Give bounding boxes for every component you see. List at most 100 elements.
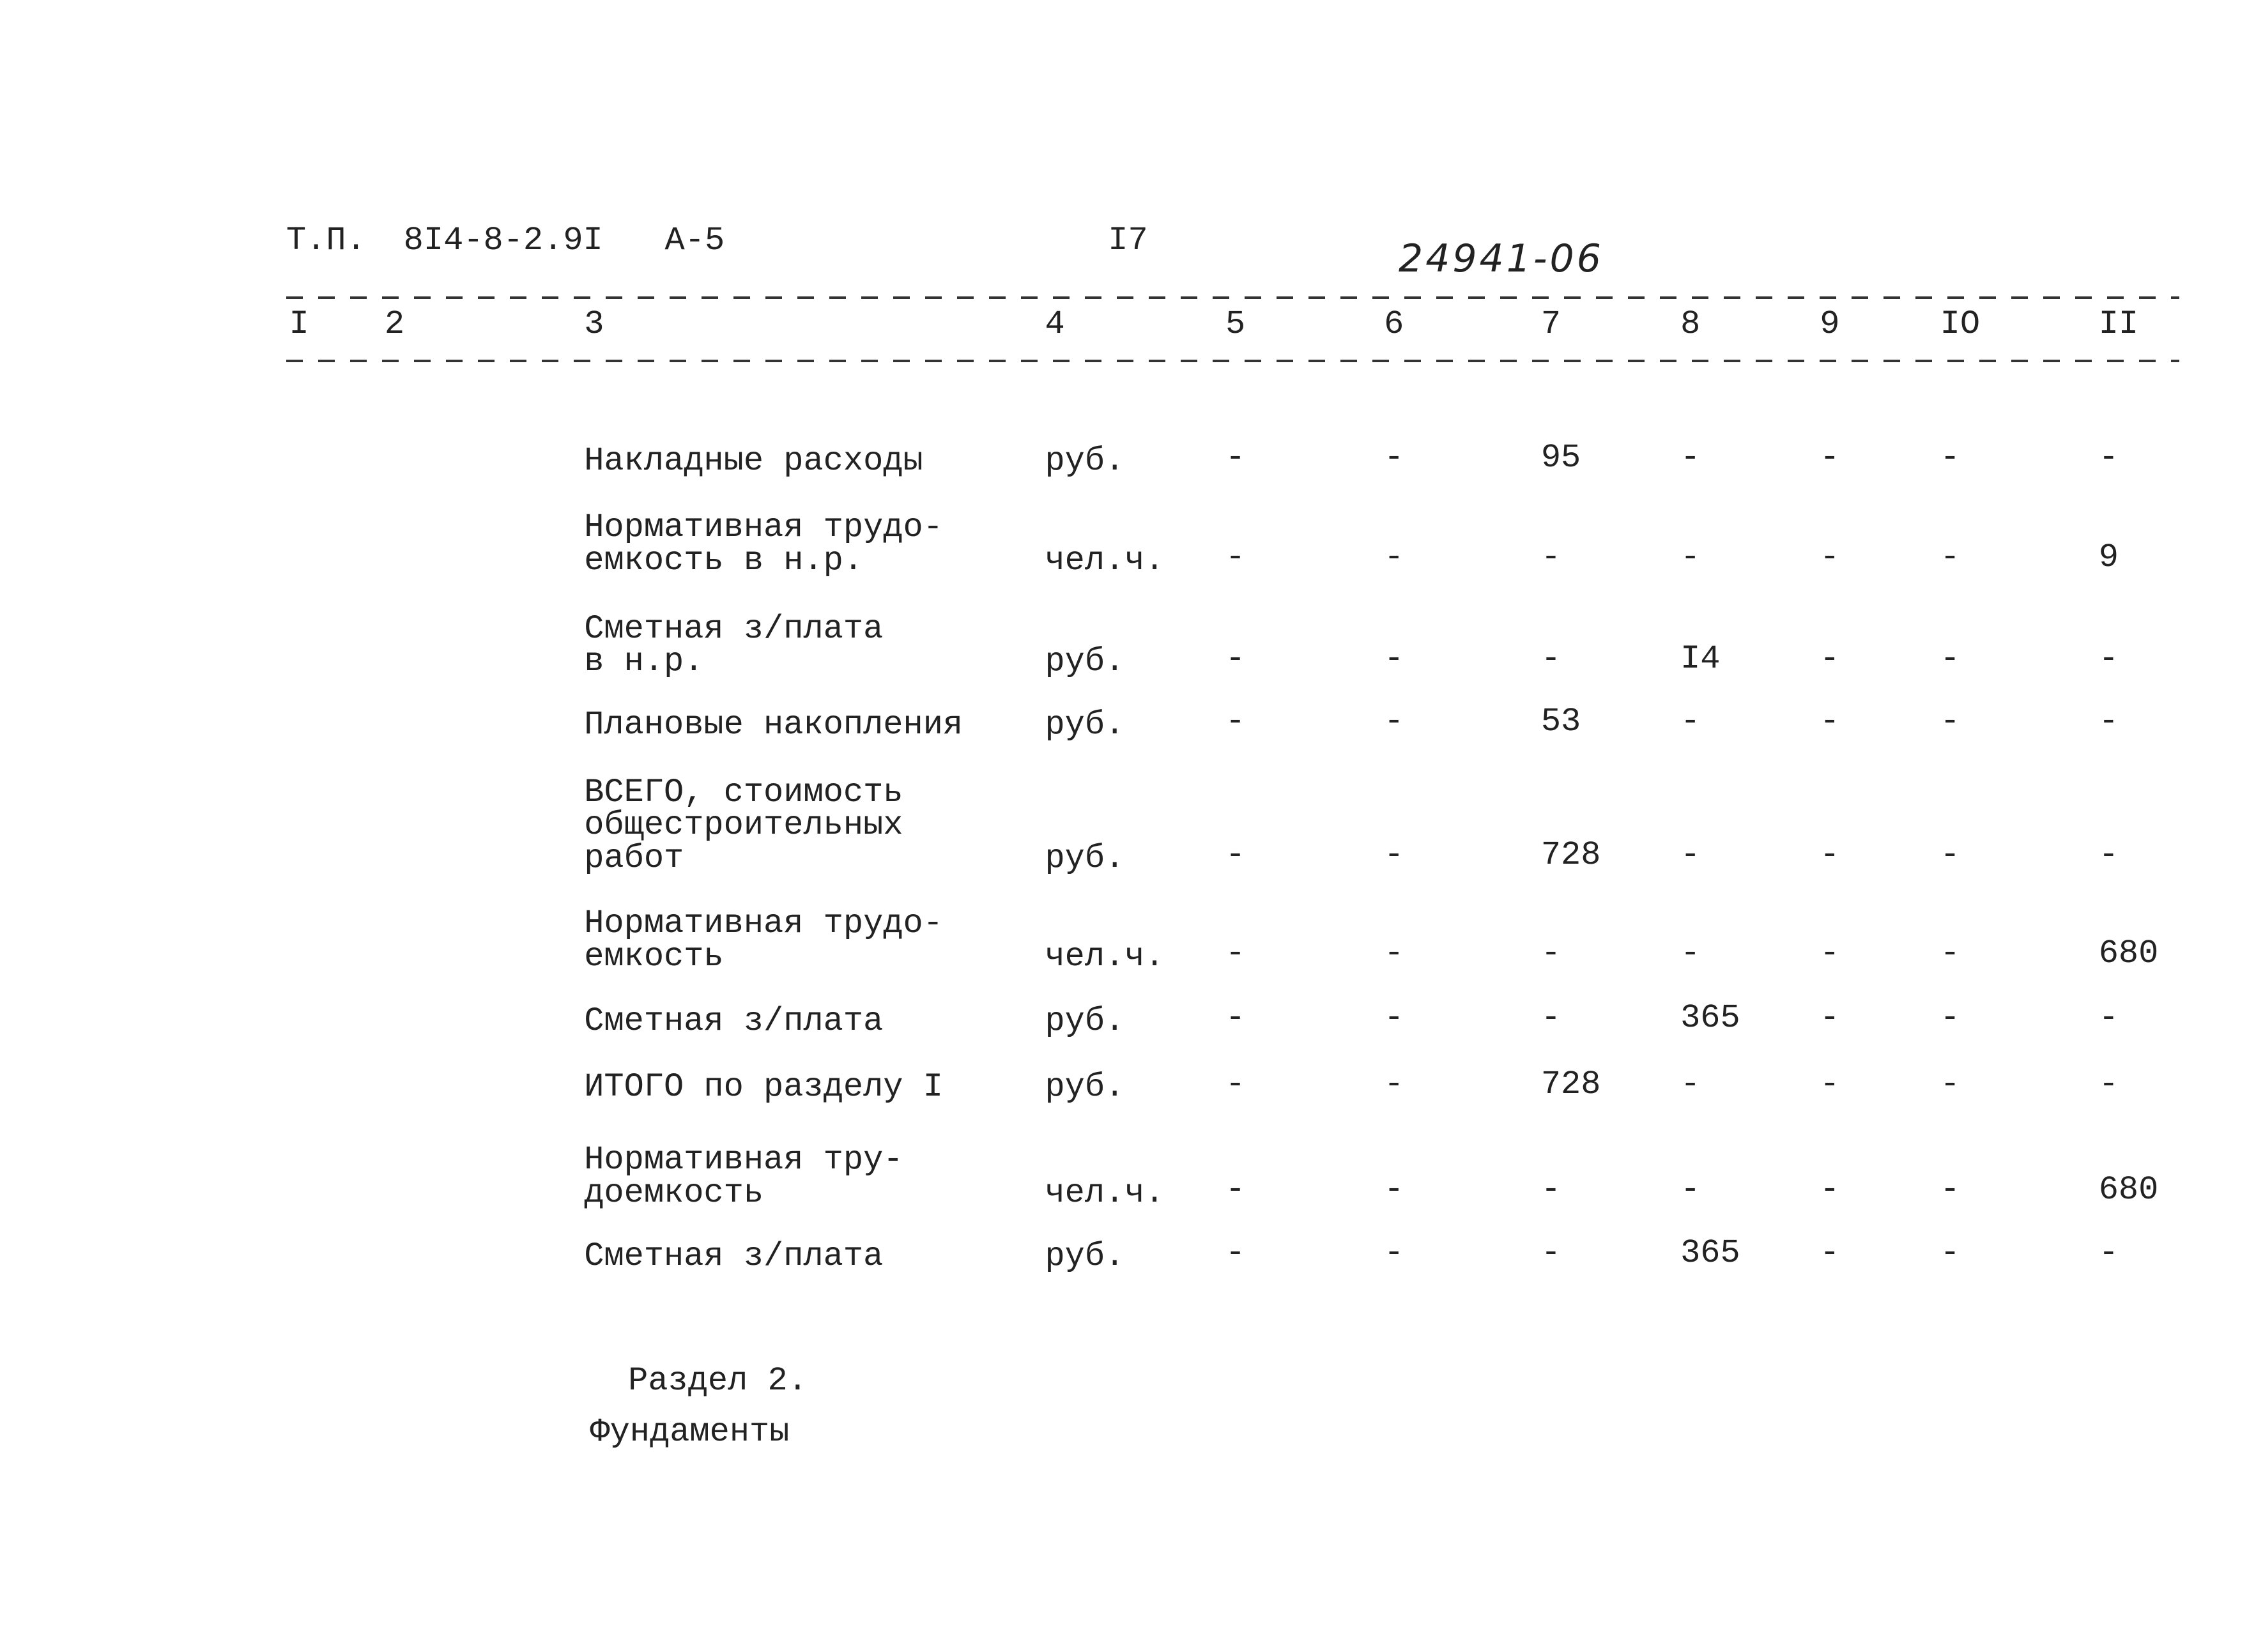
column-header: 4 xyxy=(1045,305,1065,343)
cell: - xyxy=(1940,1234,1960,1272)
cell: - xyxy=(1225,1065,1246,1103)
cell: - xyxy=(2098,999,2119,1037)
inventory-number: 24941-06 xyxy=(1399,236,1604,281)
row-name: емкость xyxy=(584,937,724,975)
doc-series: Т.П. xyxy=(286,222,366,259)
cell: - xyxy=(2098,1234,2119,1272)
cell: - xyxy=(1820,639,1840,678)
cell: - xyxy=(1225,539,1246,577)
cell: - xyxy=(1820,999,1840,1037)
cell: - xyxy=(1940,935,1960,973)
page-number: I7 xyxy=(1108,222,1148,259)
cell: - xyxy=(2098,703,2119,741)
section-title: Фундаменты xyxy=(590,1413,790,1451)
cell: - xyxy=(1820,836,1840,875)
cell: - xyxy=(1225,935,1246,973)
cell: - xyxy=(1940,703,1960,741)
row-name: Нормативная тру- xyxy=(584,1141,903,1179)
cell: - xyxy=(1384,935,1404,973)
cell: - xyxy=(1384,1234,1404,1272)
cell: - xyxy=(1820,438,1840,477)
cell: - xyxy=(1680,836,1701,875)
cell: - xyxy=(1225,1234,1246,1272)
row-unit: руб. xyxy=(1045,706,1125,744)
cell: 680 xyxy=(2098,1171,2159,1209)
cell: 9 xyxy=(2098,539,2119,577)
row-name: Сметная з/плата xyxy=(584,1002,884,1040)
cell: 728 xyxy=(1540,836,1601,875)
row-unit: руб. xyxy=(1045,441,1125,480)
cell: - xyxy=(1384,1065,1404,1103)
cell: - xyxy=(1940,836,1960,875)
cell: - xyxy=(2098,438,2119,477)
cell: - xyxy=(1540,539,1561,577)
doc-album: А-5 xyxy=(664,222,725,259)
cell: - xyxy=(1540,1171,1561,1209)
row-unit: руб. xyxy=(1045,643,1125,681)
column-header: I xyxy=(289,305,309,343)
cell: - xyxy=(1384,999,1404,1037)
cell: - xyxy=(1680,703,1701,741)
column-header: 5 xyxy=(1225,305,1246,343)
row-name: общестроительных xyxy=(584,806,903,845)
cell: - xyxy=(1680,438,1701,477)
cell: 680 xyxy=(2098,935,2159,973)
column-header: II xyxy=(2098,305,2139,343)
cell: - xyxy=(1225,836,1246,875)
row-name: ИТОГО по разделу I xyxy=(584,1068,943,1106)
column-header: 2 xyxy=(384,305,405,343)
row-unit: руб. xyxy=(1045,839,1125,878)
row-name: ВСЕГО, стоимость xyxy=(584,773,903,811)
cell: - xyxy=(1384,1171,1404,1209)
doc-code: 8I4-8-2.9I xyxy=(403,222,603,259)
row-unit: руб. xyxy=(1045,1237,1125,1275)
section-number: Раздел 2. xyxy=(628,1361,808,1400)
cell: - xyxy=(1680,1065,1701,1103)
cell: - xyxy=(1540,1234,1561,1272)
cell: - xyxy=(1820,1065,1840,1103)
row-name: в н.р. xyxy=(584,643,704,681)
row-unit: чел.ч. xyxy=(1045,1174,1165,1212)
row-name: Сметная з/плата xyxy=(584,1237,884,1275)
column-header: 8 xyxy=(1680,305,1701,343)
row-name: работ xyxy=(584,839,684,878)
row-unit: руб. xyxy=(1045,1002,1125,1040)
cell: - xyxy=(1540,999,1561,1037)
cell: - xyxy=(1940,999,1960,1037)
cell: - xyxy=(1820,539,1840,577)
cell: - xyxy=(2098,1065,2119,1103)
cell: 95 xyxy=(1540,438,1581,477)
cell: - xyxy=(2098,639,2119,678)
cell: - xyxy=(1820,1171,1840,1209)
cell: 53 xyxy=(1540,703,1581,741)
cell: - xyxy=(1680,1171,1701,1209)
cell: - xyxy=(1225,999,1246,1037)
column-header: 9 xyxy=(1820,305,1840,343)
row-name: Плановые накопления xyxy=(584,706,963,744)
cell: - xyxy=(1940,1171,1960,1209)
cell: - xyxy=(1384,703,1404,741)
cell: - xyxy=(1680,539,1701,577)
row-name: Сметная з/плата xyxy=(584,609,884,648)
cell: - xyxy=(1225,703,1246,741)
cell: - xyxy=(1225,639,1246,678)
row-unit: чел.ч. xyxy=(1045,937,1165,975)
cell: 365 xyxy=(1680,999,1740,1037)
cell: - xyxy=(1540,639,1561,678)
cell: - xyxy=(1940,639,1960,678)
column-header: IO xyxy=(1940,305,1981,343)
row-name: емкость в н.р. xyxy=(584,541,864,579)
column-header: 6 xyxy=(1384,305,1404,343)
cell: - xyxy=(1680,935,1701,973)
cell: - xyxy=(1540,935,1561,973)
cell: 728 xyxy=(1540,1065,1601,1103)
row-name: Нормативная трудо- xyxy=(584,905,943,943)
cell: - xyxy=(1384,836,1404,875)
cell: - xyxy=(1820,935,1840,973)
row-name: Накладные расходы xyxy=(584,441,923,480)
cell: - xyxy=(1384,539,1404,577)
cell: - xyxy=(1225,438,1246,477)
cell: - xyxy=(1940,1065,1960,1103)
